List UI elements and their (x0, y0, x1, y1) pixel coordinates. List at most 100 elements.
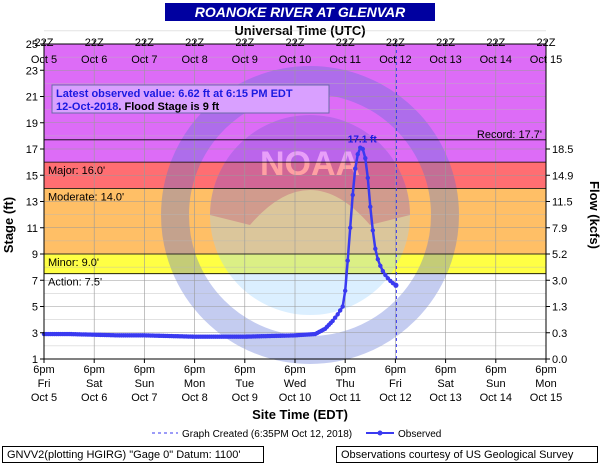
observed-point (360, 146, 365, 152)
x-tick-time: 6pm (385, 364, 406, 376)
flow-tick-label: 1.3 (552, 302, 567, 314)
legend-observed-label: Observed (398, 429, 441, 440)
top-tick-time: 22Z (185, 37, 204, 49)
threshold-label: Minor: 9.0' (48, 257, 99, 269)
top-tick-time: 22Z (537, 37, 556, 49)
top-tick-date: Oct 14 (480, 54, 512, 66)
x-tick-date: Oct 8 (181, 392, 207, 404)
top-tick-time: 22Z (286, 37, 305, 49)
observed-point (363, 155, 368, 161)
observed-point (393, 282, 399, 288)
x-tick-day: Sun (135, 378, 155, 390)
top-tick-date: Oct 9 (232, 54, 258, 66)
flow-tick-label: 0.3 (552, 328, 567, 340)
x-tick-time: 6pm (535, 364, 556, 376)
y-tick-label: 23 (26, 65, 38, 77)
right-axis-label: Flow (kcfs) (587, 181, 600, 249)
flow-tick-label: 11.5 (552, 197, 573, 209)
bottom-axis-label: Site Time (EDT) (252, 407, 348, 422)
x-tick-time: 6pm (134, 364, 155, 376)
threshold-label: Moderate: 14.0' (48, 191, 124, 203)
x-tick-date: Oct 6 (81, 392, 107, 404)
x-tick-day: Fri (38, 378, 51, 390)
observed-point (332, 315, 338, 320)
top-tick-time: 22Z (235, 37, 254, 49)
flow-tick-label: 3.0 (552, 275, 567, 287)
observed-point (335, 312, 340, 317)
flood-thresholds: Major: 16.0' Moderate: 14.0' Minor: 9.0' Ac… (44, 44, 546, 359)
y-tick-label: 11 (27, 223, 38, 235)
y-tick-label: 1 (32, 354, 38, 366)
top-tick-time: 22Z (85, 37, 104, 49)
observed-point (337, 308, 343, 313)
x-tick-day: Tue (236, 378, 255, 390)
y-tick-label: 21 (26, 92, 38, 104)
latest-obs-line1: Latest observed value: 6.62 ft at 6:15 P… (56, 88, 293, 100)
flow-tick-label: 18.5 (552, 144, 573, 156)
observed-point (373, 246, 378, 251)
legend-created-label: Graph Created (6:35PM Oct 12, 2018) (182, 429, 352, 440)
x-tick-time: 6pm (234, 364, 255, 376)
top-tick-time: 22Z (336, 37, 355, 49)
top-tick-date: Oct 12 (379, 54, 411, 66)
y-tick-label: 9 (32, 249, 38, 261)
top-tick-time: 22Z (135, 37, 154, 49)
x-tick-time: 6pm (485, 364, 506, 376)
observed-point (353, 166, 358, 171)
x-tick-day: Sat (86, 378, 103, 390)
x-tick-date: Oct 14 (480, 392, 512, 404)
latest-obs-date: 12-Oct-2018 (56, 101, 118, 113)
latest-obs-flood-stage: . Flood Stage is 9 ft (118, 101, 219, 113)
observed-point (350, 192, 355, 198)
top-tick-date: Oct 8 (181, 54, 207, 66)
top-tick-time: 22Z (486, 37, 505, 49)
x-tick-day: Wed (284, 378, 306, 390)
peak-label: 17.1 ft (348, 135, 378, 146)
top-tick-date: Oct 15 (530, 54, 562, 66)
footer-source: Observations courtesy of US Geological S… (336, 446, 598, 463)
chart-title: ROANOKE RIVER AT GLENVAR (195, 4, 406, 20)
x-tick-day: Thu (336, 378, 355, 390)
top-tick-date: Oct 13 (429, 54, 461, 66)
x-tick-date: Oct 13 (429, 392, 461, 404)
x-tick-date: Oct 5 (31, 392, 57, 404)
observed-point (345, 258, 350, 263)
x-tick-time: 6pm (435, 364, 456, 376)
x-tick-time: 6pm (184, 364, 205, 376)
x-tick-date: Oct 7 (131, 392, 157, 404)
x-tick-time: 6pm (83, 364, 104, 376)
observed-point (375, 257, 381, 262)
record-label: Record: 17.7' (477, 129, 542, 141)
latest-obs-box (51, 84, 330, 114)
y-tick-label: 19 (26, 118, 38, 130)
top-axis-label: Universal Time (UTC) (234, 23, 365, 38)
legend: Graph Created (6:35PM Oct 12, 2018) Obse… (152, 429, 441, 440)
threshold-label: Major: 16.0' (48, 165, 105, 177)
x-tick-date: Oct 11 (329, 392, 361, 404)
top-tick-date: Oct 11 (329, 54, 361, 66)
x-tick-date: Oct 9 (232, 392, 258, 404)
flow-tick-label: 14.9 (552, 170, 573, 182)
y-tick-label: 3 (32, 328, 38, 340)
x-tick-day: Fri (389, 378, 402, 390)
x-tick-day: Mon (535, 378, 556, 390)
flow-tick-label: 5.2 (552, 249, 567, 261)
footer-datum: GNVV2(plotting HGIRG) "Gage 0" Datum: 11… (2, 446, 264, 463)
title-banner (165, 3, 435, 21)
noaa-watermark: NOAA (161, 66, 459, 364)
x-tick-date: Oct 12 (379, 392, 411, 404)
top-tick-date: Oct 7 (131, 54, 157, 66)
latest-obs-line2: 12-Oct-2018. Flood Stage is 9 ft (56, 101, 220, 113)
y-tick-label: 7 (32, 275, 38, 287)
x-tick-day: Sat (437, 378, 454, 390)
x-tick-day: Sun (486, 378, 506, 390)
observed-point (365, 175, 370, 181)
threshold-label: Action: 7.5' (48, 277, 102, 289)
x-tick-time: 6pm (33, 364, 54, 376)
observed-point (343, 288, 348, 293)
left-axis-label: Stage (ft) (1, 197, 16, 253)
observed-point (330, 318, 335, 324)
observed-point (378, 263, 383, 269)
y-tick-label: 25 (26, 39, 38, 51)
